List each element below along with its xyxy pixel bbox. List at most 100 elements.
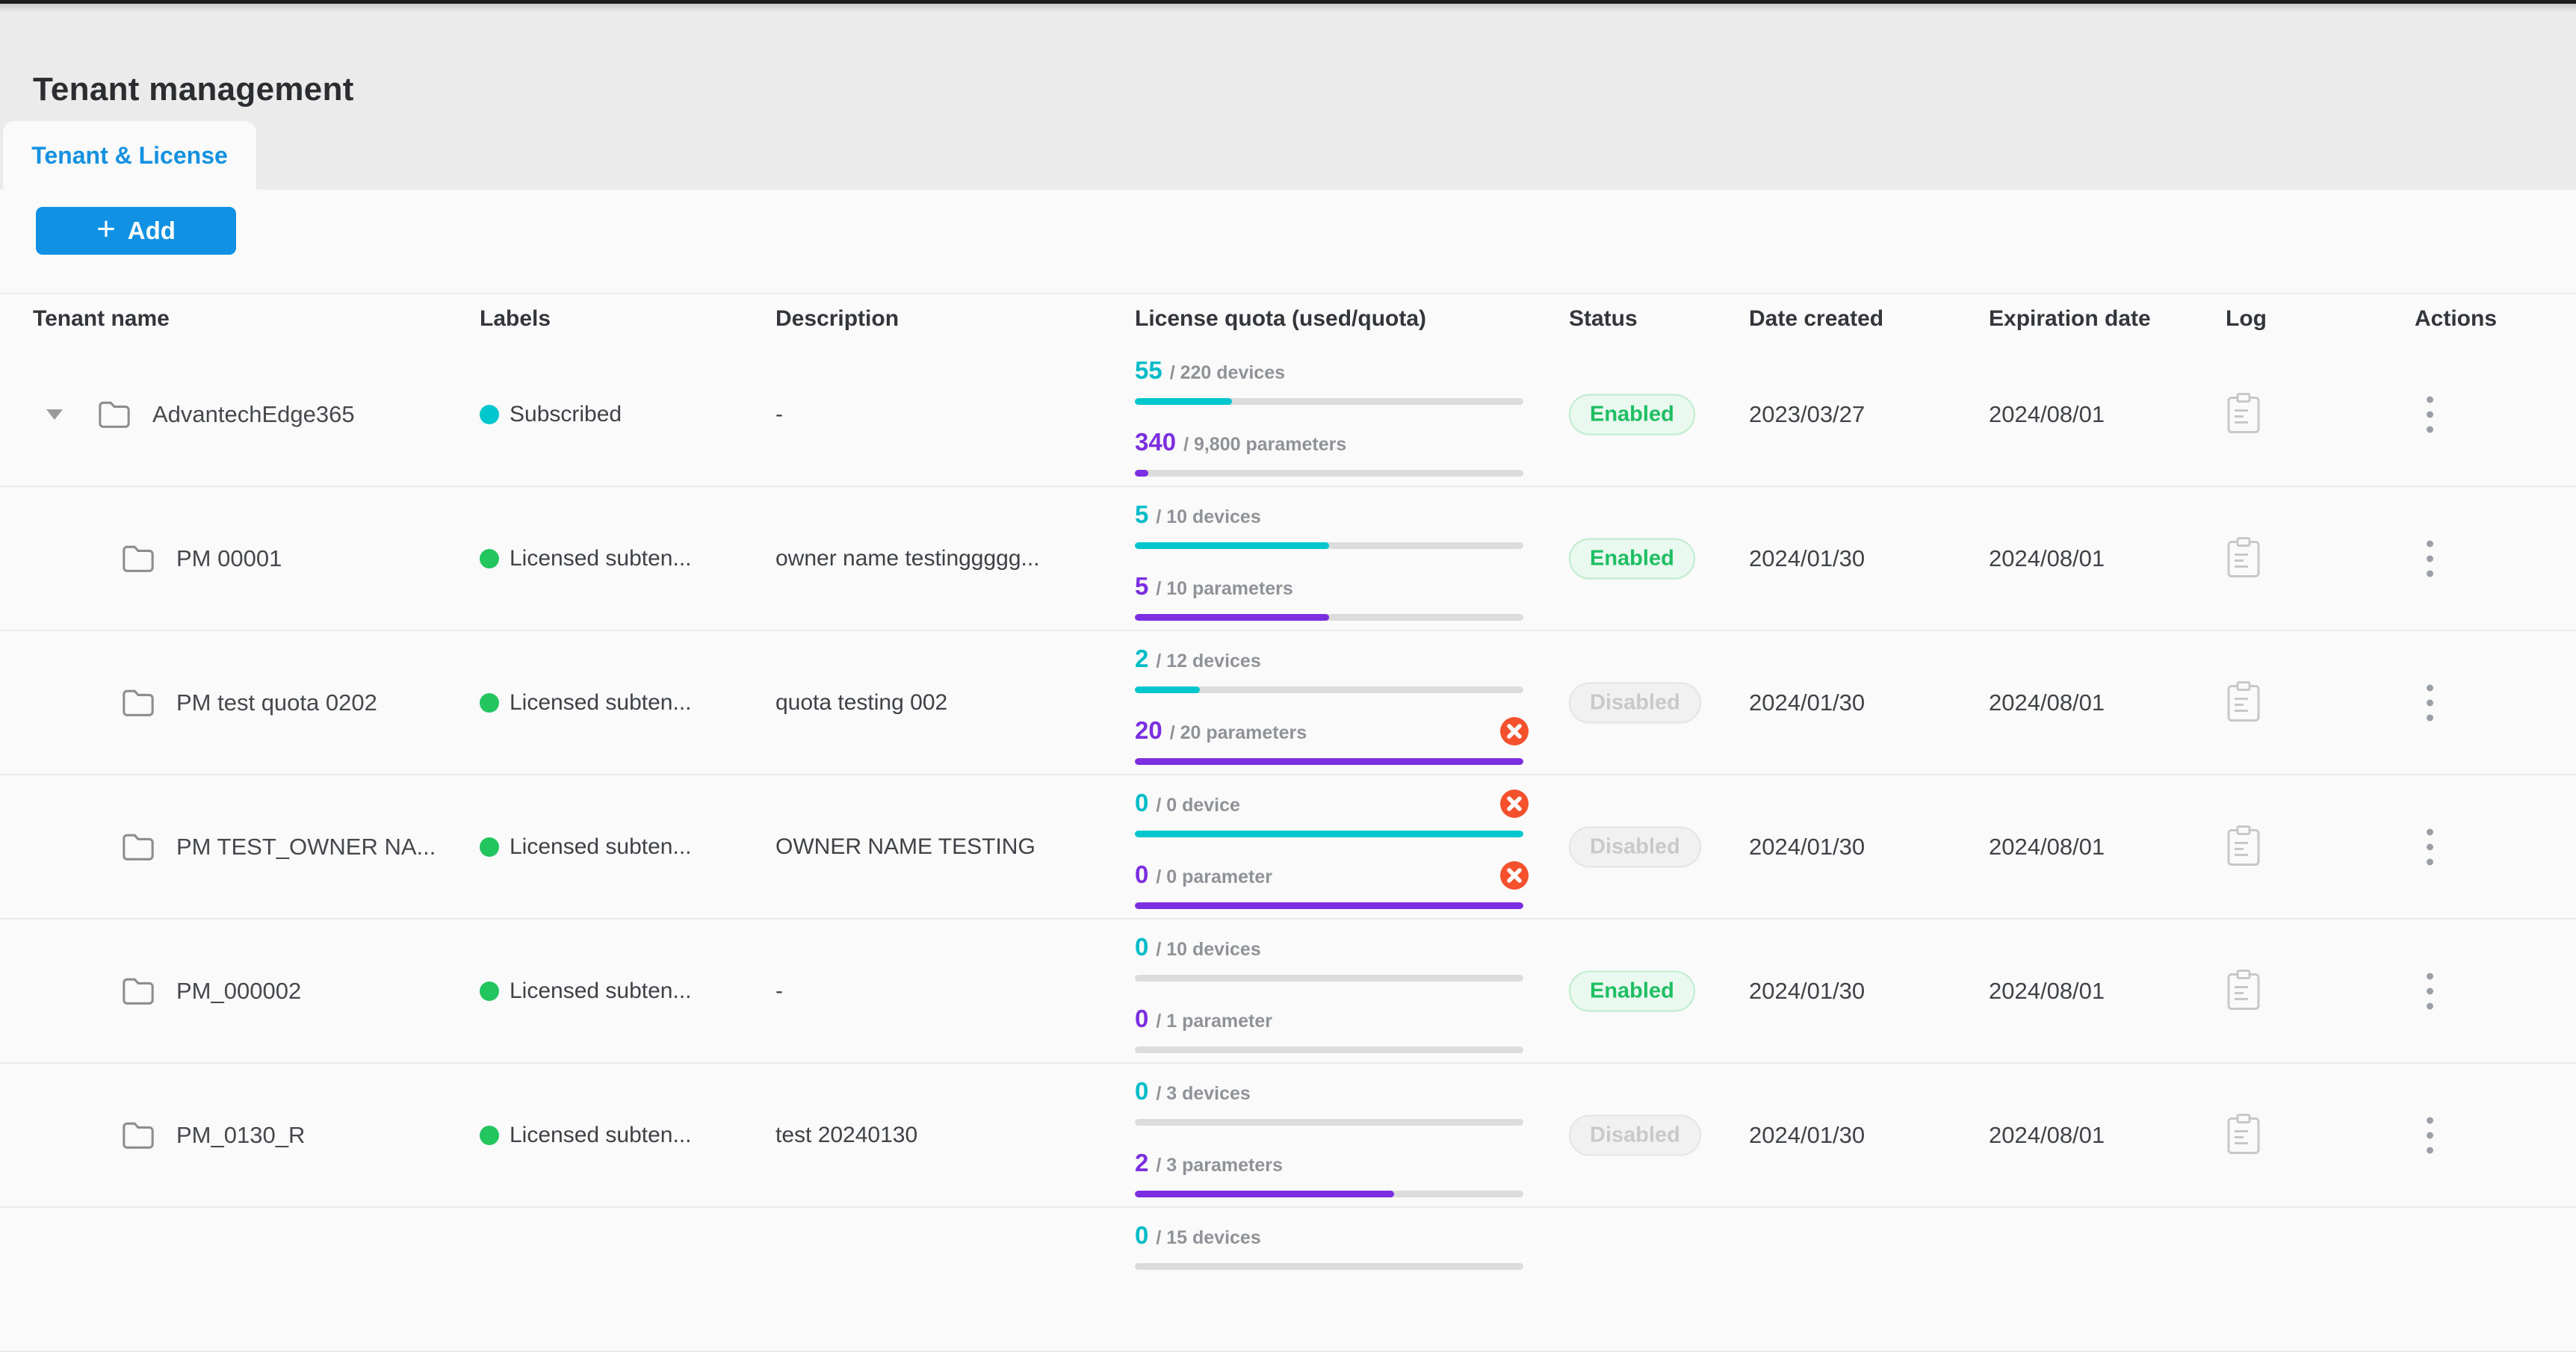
actions-menu-button[interactable]	[2427, 540, 2433, 577]
table-row: PM test quota 0202 Licensed subten... qu…	[0, 631, 2576, 775]
tab-label: Tenant & License	[31, 142, 228, 169]
description: owner name testinggggg...	[775, 545, 1040, 571]
devices-quota-text: / 15 devices	[1156, 1227, 1261, 1248]
parameters-quota-text: / 20 parameters	[1169, 722, 1307, 743]
tenant-name: PM_000002	[176, 977, 302, 1004]
ellipsis-dot	[2427, 714, 2433, 721]
tenant-name: AdvantechEdge365	[152, 400, 355, 427]
quota-error-icon	[1500, 717, 1529, 745]
devices-progress-bar	[1135, 1119, 1523, 1126]
tenant-name: PM test quota 0202	[176, 689, 377, 716]
add-button-label: Add	[127, 217, 176, 244]
table-row: PM TEST_OWNER NA... Licensed subten... O…	[0, 775, 2576, 920]
license-quota-cell: 0 / 10 devices 0 / 1 parameter	[1135, 920, 1523, 1062]
expiration-date: 2024/08/01	[1989, 833, 2105, 860]
status-badge: Disabled	[1569, 1114, 1701, 1156]
clipboard-icon	[2227, 1113, 2260, 1154]
license-quota-cell: 0 / 15 devices	[1135, 1208, 1523, 1351]
ellipsis-dot	[2427, 828, 2433, 835]
label-dot	[480, 692, 499, 713]
devices-progress-bar	[1135, 1263, 1523, 1270]
column-header-tenant-name: Tenant name	[33, 306, 170, 331]
devices-quota-text: / 0 device	[1156, 795, 1240, 816]
device-quota: 0 / 15 devices	[1135, 1221, 1523, 1270]
actions-menu-button[interactable]	[2427, 973, 2433, 1009]
log-button[interactable]	[2226, 1113, 2261, 1157]
clipboard-icon	[2227, 680, 2260, 722]
table-row: PM_000002 Licensed subten... - 0 / 10 de…	[0, 920, 2576, 1064]
devices-quota-text: / 10 devices	[1156, 506, 1261, 527]
devices-progress-bar	[1135, 831, 1523, 837]
parameters-used: 20	[1135, 716, 1162, 744]
column-header-actions: Actions	[2415, 306, 2498, 331]
parameters-progress-bar	[1135, 902, 1523, 909]
window-top-border	[0, 0, 2576, 4]
parameter-quota: 2 / 3 parameters	[1135, 1149, 1523, 1197]
column-header-expiration-date: Expiration date	[1989, 306, 2151, 331]
expiration-date: 2024/08/01	[1989, 977, 2105, 1004]
actions-menu-button[interactable]	[2427, 1117, 2433, 1153]
parameters-progress-bar	[1135, 758, 1523, 765]
ellipsis-dot	[2427, 987, 2433, 994]
label-text: Licensed subten...	[510, 978, 692, 1003]
ellipsis-dot	[2427, 684, 2433, 691]
parameters-used: 0	[1135, 860, 1149, 888]
status-badge: Enabled	[1569, 970, 1695, 1011]
expiration-date: 2024/08/01	[1989, 689, 2105, 716]
actions-menu-button[interactable]	[2427, 828, 2433, 865]
table-row: AdvantechEdge365 Subscribed - 55 / 220 d…	[0, 343, 2576, 487]
date-created: 2024/01/30	[1749, 689, 1866, 716]
devices-quota-text: / 12 devices	[1156, 651, 1261, 672]
log-button[interactable]	[2226, 680, 2261, 725]
parameters-progress-bar	[1135, 1046, 1523, 1053]
actions-menu-button[interactable]	[2427, 396, 2433, 432]
column-header-date-created: Date created	[1749, 306, 1884, 331]
page-title: Tenant management	[33, 71, 354, 108]
devices-used: 0	[1135, 1077, 1149, 1105]
license-quota-cell: 5 / 10 devices 5 / 10 parameters	[1135, 487, 1523, 630]
label-text: Licensed subten...	[510, 834, 692, 859]
tab-tenant-license[interactable]: Tenant & License	[3, 121, 256, 190]
expiration-date: 2024/08/01	[1989, 400, 2105, 427]
tenant-name: PM_0130_R	[176, 1121, 306, 1148]
parameters-quota-text: / 1 parameter	[1156, 1011, 1272, 1032]
devices-used: 0	[1135, 1221, 1149, 1249]
clipboard-icon	[2227, 536, 2260, 577]
parameters-used: 340	[1135, 428, 1177, 456]
log-button[interactable]	[2226, 392, 2261, 436]
column-header-status: Status	[1569, 306, 1638, 331]
device-quota: 0 / 3 devices	[1135, 1077, 1523, 1126]
devices-used: 0	[1135, 933, 1149, 961]
tenant-name: PM 00001	[176, 545, 282, 571]
log-button[interactable]	[2226, 536, 2261, 580]
license-quota-cell: 2 / 12 devices 20 / 20 parameters	[1135, 631, 1529, 774]
tenant-name: PM TEST_OWNER NA...	[176, 833, 436, 860]
devices-used: 55	[1135, 356, 1162, 384]
actions-menu-button[interactable]	[2427, 684, 2433, 721]
label-text: Licensed subten...	[510, 545, 692, 571]
date-created: 2024/01/30	[1749, 1121, 1866, 1148]
license-quota-cell: 55 / 220 devices 340 / 9,800 parameters	[1135, 343, 1523, 486]
quota-error-icon	[1500, 790, 1529, 818]
description: test 20240130	[775, 1122, 918, 1147]
expand-caret-icon[interactable]	[46, 409, 63, 420]
top-shadow	[0, 4, 2576, 13]
parameters-progress-bar	[1135, 1191, 1523, 1197]
log-button[interactable]	[2226, 969, 2261, 1013]
log-button[interactable]	[2226, 825, 2261, 869]
table-row: PM_0130_R Licensed subten... test 202401…	[0, 1064, 2576, 1208]
devices-quota-text: / 220 devices	[1169, 362, 1286, 383]
table-body: AdvantechEdge365 Subscribed - 55 / 220 d…	[0, 343, 2576, 1352]
device-quota: 5 / 10 devices	[1135, 500, 1523, 549]
devices-progress-bar	[1135, 686, 1523, 693]
devices-used: 5	[1135, 500, 1149, 528]
expiration-date: 2024/08/01	[1989, 545, 2105, 571]
ellipsis-dot	[2427, 843, 2433, 850]
table-row: 0 / 15 devices	[0, 1208, 2576, 1352]
ellipsis-dot	[2427, 1147, 2433, 1153]
add-button[interactable]: + Add	[36, 207, 236, 255]
parameters-quota-text: / 9,800 parameters	[1183, 434, 1347, 455]
clipboard-icon	[2227, 969, 2260, 1010]
ellipsis-dot	[2427, 540, 2433, 547]
clipboard-icon	[2227, 392, 2260, 433]
